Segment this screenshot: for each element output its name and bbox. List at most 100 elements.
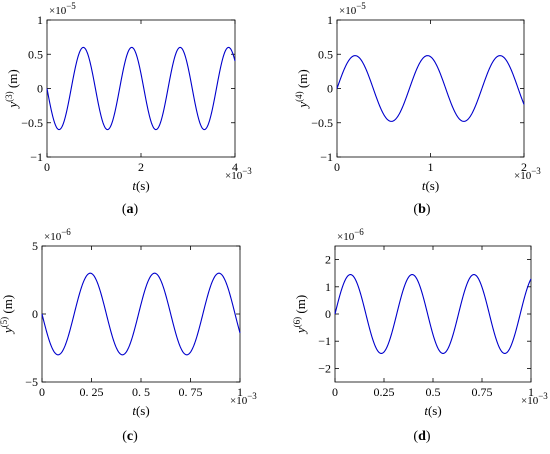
plot-frame xyxy=(334,245,532,383)
x-exponent-label: ×10−3 xyxy=(225,166,252,182)
x-exponent-label: ×10−3 xyxy=(521,391,548,407)
x-exponent-power: −3 xyxy=(247,391,257,401)
y-axis-superscript: (5) xyxy=(0,317,9,328)
x-tick-label: 2 xyxy=(138,160,144,174)
y-tick-label: −5 xyxy=(25,375,38,389)
y-tick-label: 0 xyxy=(327,82,333,96)
y-tick-label: 0.5 xyxy=(318,47,333,61)
caption-letter: a xyxy=(127,202,134,217)
x-axis-unit: (s) xyxy=(136,178,150,193)
y-exponent-base: ×10 xyxy=(337,231,355,243)
x-tick-label: 0 xyxy=(44,160,50,174)
x-tick-label: 0.75 xyxy=(472,385,493,399)
y-tick-label: 5 xyxy=(32,239,38,253)
y-exponent-power: −5 xyxy=(356,1,366,11)
y-axis-label: y(6) (m) xyxy=(292,295,308,335)
x-axis-symbol: t xyxy=(422,178,426,193)
x-tick-label: 0. 5 xyxy=(132,385,150,399)
series-line xyxy=(334,274,532,354)
y-tick-label: −0.5 xyxy=(21,116,43,130)
y-axis-symbol: y xyxy=(5,102,20,110)
y-exponent-power: −5 xyxy=(66,1,76,11)
x-exponent-base: ×10 xyxy=(521,395,539,407)
y-tick-label: −2 xyxy=(318,361,331,375)
x-tick-label: 4 xyxy=(232,160,238,174)
x-axis-symbol: t xyxy=(132,178,136,193)
x-tick-label: 0 xyxy=(39,385,45,399)
panel-caption: (a) xyxy=(122,202,139,217)
x-tick-label: 0. 75 xyxy=(179,385,203,399)
panel-caption: (d) xyxy=(413,429,430,444)
caption-close: ) xyxy=(134,202,139,217)
x-axis-label: t(s) xyxy=(132,178,149,193)
series-line xyxy=(336,55,525,122)
y-exponent-label: ×10−5 xyxy=(49,1,76,17)
caption-open: ( xyxy=(122,429,127,444)
x-axis-unit: (s) xyxy=(428,403,442,418)
y-exponent-label: ×10−5 xyxy=(339,1,366,17)
caption-letter: b xyxy=(418,202,426,217)
y-axis-symbol: y xyxy=(295,102,310,110)
y-exponent-power: −6 xyxy=(61,227,71,237)
y-tick-label: 1 xyxy=(325,280,331,294)
x-axis-label: t(s) xyxy=(422,178,439,193)
x-axis-label: t(s) xyxy=(132,403,149,418)
plot-frame xyxy=(46,19,236,158)
y-exponent-base: ×10 xyxy=(49,5,67,17)
x-tick-label: 1 xyxy=(237,385,243,399)
y-axis-label: y(3) (m) xyxy=(4,69,20,109)
caption-open: ( xyxy=(413,429,418,444)
x-exponent-power: −3 xyxy=(531,166,541,176)
y-axis-superscript: (3) xyxy=(4,91,14,102)
x-tick-label: 1 xyxy=(528,385,534,399)
y-tick-label: 0 xyxy=(325,307,331,321)
plot-frame xyxy=(336,19,525,158)
y-exponent-base: ×10 xyxy=(339,5,357,17)
y-axis-unit: (m) xyxy=(295,69,310,91)
chart-panel-a: 0 2 4−1−0.500.51×10−5×10−3t(s)y(3) (m)(a) xyxy=(4,1,252,217)
y-axis-unit: (m) xyxy=(5,69,20,91)
caption-letter: c xyxy=(127,429,133,444)
x-exponent-power: −3 xyxy=(538,391,548,401)
y-tick-label: 0 xyxy=(32,307,38,321)
x-axis-unit: (s) xyxy=(425,178,439,193)
y-tick-label: −1 xyxy=(318,334,331,348)
chart-panel-c: 0 0. 25 0. 5 0. 75 1−505×10−6×10−3t(s)y(5) (… xyxy=(0,227,257,444)
x-tick-label: 0. 25 xyxy=(80,385,104,399)
y-axis-superscript: (4) xyxy=(294,91,304,102)
x-tick-label: 2 xyxy=(521,160,527,174)
caption-open: ( xyxy=(122,202,127,217)
y-tick-label: 0.5 xyxy=(28,47,43,61)
y-axis-symbol: y xyxy=(293,327,308,335)
y-axis-unit: (m) xyxy=(293,295,308,317)
plot-frame xyxy=(41,245,241,383)
y-exponent-label: ×10−6 xyxy=(337,227,364,243)
x-tick-label: 0.25 xyxy=(374,385,395,399)
x-tick-label: 0 xyxy=(334,160,340,174)
caption-open: ( xyxy=(413,202,418,217)
caption-close: ) xyxy=(426,429,431,444)
caption-letter: d xyxy=(418,429,426,444)
caption-close: ) xyxy=(426,202,431,217)
y-tick-label: −1 xyxy=(30,150,43,164)
y-axis-symbol: y xyxy=(0,327,15,335)
x-exponent-label: ×10−3 xyxy=(514,166,541,182)
y-exponent-base: ×10 xyxy=(44,231,62,243)
x-axis-symbol: t xyxy=(424,403,428,418)
x-axis-symbol: t xyxy=(132,403,136,418)
x-axis-unit: (s) xyxy=(136,403,150,418)
series-line xyxy=(46,46,236,131)
x-exponent-base: ×10 xyxy=(514,170,532,182)
y-axis-unit: (m) xyxy=(0,295,15,317)
x-exponent-base: ×10 xyxy=(230,395,248,407)
y-tick-label: −0.5 xyxy=(311,116,333,130)
x-exponent-power: −3 xyxy=(242,166,252,176)
y-exponent-label: ×10−6 xyxy=(44,227,71,243)
y-tick-label: 2 xyxy=(325,253,331,267)
y-tick-label: 0 xyxy=(37,82,43,96)
x-exponent-base: ×10 xyxy=(225,170,243,182)
series-line xyxy=(41,272,241,356)
x-exponent-label: ×10−3 xyxy=(230,391,257,407)
